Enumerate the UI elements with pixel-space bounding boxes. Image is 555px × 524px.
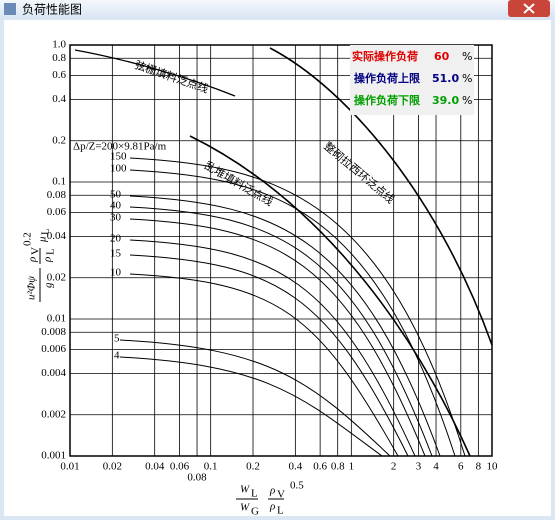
x-tick-label: 6 bbox=[458, 461, 464, 473]
y-tick-label: 0.8 bbox=[52, 52, 66, 64]
load-label: 操作负荷上限 bbox=[354, 71, 420, 85]
y-tick-label: 1.0 bbox=[52, 39, 66, 51]
y-tick-label: 0.001 bbox=[41, 450, 66, 462]
x-label: 0.5 bbox=[290, 480, 304, 492]
y-tick-label: 0.6 bbox=[52, 69, 66, 81]
window-icon bbox=[4, 3, 16, 15]
x-label: ρ bbox=[269, 501, 275, 513]
x-tick-label: 3 bbox=[416, 461, 422, 473]
load-value: 60 bbox=[434, 50, 450, 63]
x-tick-label: 0.02 bbox=[103, 461, 122, 473]
x-label: L bbox=[277, 505, 284, 517]
curve-label: 50 bbox=[110, 189, 122, 201]
curve-label: Δp/Z=200×9.81Pa/m bbox=[73, 141, 167, 153]
x-tick-label: 0.1 bbox=[204, 461, 218, 473]
curve bbox=[269, 47, 493, 346]
x-tick-label: 2 bbox=[391, 461, 397, 473]
load-panel bbox=[350, 45, 474, 115]
x-tick-label: 0.04 bbox=[145, 461, 165, 473]
y-tick-label: 0.02 bbox=[47, 271, 66, 283]
x-label: V bbox=[277, 489, 285, 501]
y-tick-label: 0.1 bbox=[52, 176, 66, 188]
curve-label: 40 bbox=[110, 200, 122, 212]
y-tick-label: 0.4 bbox=[52, 93, 66, 105]
curve-label: 10 bbox=[110, 267, 122, 279]
load-unit: % bbox=[462, 50, 472, 63]
curve bbox=[119, 356, 383, 457]
x-label: ρ bbox=[269, 485, 275, 497]
x-tick-label: 1 bbox=[349, 461, 355, 473]
x-tick-label: 0.8 bbox=[331, 461, 345, 473]
x-label: W bbox=[240, 502, 250, 514]
x-label: L bbox=[251, 488, 258, 500]
curve bbox=[129, 157, 466, 457]
x-tick-label: 4 bbox=[433, 461, 439, 473]
curve bbox=[129, 254, 409, 457]
curve-label: 5 bbox=[114, 333, 120, 345]
curve bbox=[189, 135, 471, 457]
y-label: u²Φψ bbox=[26, 276, 38, 300]
y-label: ρ bbox=[27, 257, 39, 263]
x-tick-label: 0.2 bbox=[246, 461, 260, 473]
x-tick-label: 0.6 bbox=[313, 461, 327, 473]
x-tick-label: 0.08 bbox=[187, 472, 207, 484]
close-icon bbox=[523, 3, 535, 14]
curve bbox=[129, 169, 456, 457]
curve bbox=[129, 206, 433, 457]
x-label: G bbox=[251, 506, 259, 518]
load-unit: % bbox=[462, 72, 472, 85]
y-tick-label: 0.008 bbox=[41, 326, 66, 338]
load-value: 51.0 bbox=[432, 72, 459, 85]
title-bar bbox=[0, 0, 555, 19]
y-label: μ bbox=[37, 236, 49, 243]
y-label: L bbox=[45, 248, 57, 255]
curve bbox=[119, 339, 391, 457]
load-value: 39.0 bbox=[432, 94, 459, 107]
y-tick-label: 0.01 bbox=[47, 313, 66, 325]
x-tick-label: 0.4 bbox=[288, 461, 302, 473]
y-tick-label: 0.004 bbox=[41, 367, 66, 379]
chart: 0.01 0.02 0.04 0.060.080.1 0.2 0.4 0.6 0.8 1 2 3 4 6… bbox=[22, 39, 498, 518]
y-tick-label: 0.2 bbox=[52, 134, 66, 146]
y-tick-label: 0.08 bbox=[47, 189, 67, 201]
curve bbox=[74, 49, 236, 97]
curve-label: 150 bbox=[110, 151, 127, 163]
curve bbox=[129, 239, 416, 457]
y-label: L bbox=[40, 228, 52, 235]
curve-label: 20 bbox=[110, 233, 122, 245]
x-tick-label: 0.01 bbox=[60, 461, 79, 473]
curve bbox=[129, 218, 426, 457]
y-tick-label: 0.06 bbox=[47, 206, 67, 218]
curve-label: 4 bbox=[114, 350, 120, 362]
y-label: ρ bbox=[42, 257, 54, 263]
x-tick-label: 8 bbox=[476, 461, 482, 473]
y-tick-label: 0.006 bbox=[41, 343, 66, 355]
window-title: 负荷性能图 bbox=[22, 3, 82, 17]
y-label: g bbox=[43, 282, 55, 288]
curve-label: 100 bbox=[110, 163, 127, 175]
y-label: V bbox=[30, 247, 42, 255]
load-label: 操作负荷下限 bbox=[354, 93, 420, 107]
load-unit: % bbox=[462, 94, 472, 107]
x-tick-label: 0.06 bbox=[170, 461, 190, 473]
y-tick-label: 0.002 bbox=[41, 408, 66, 420]
curve bbox=[129, 273, 399, 457]
x-label: W bbox=[240, 484, 250, 496]
x-tick-label: 10 bbox=[487, 461, 499, 473]
curve-label: 30 bbox=[110, 212, 122, 224]
load-label: 实际操作负荷 bbox=[352, 49, 418, 63]
y-tick-label: 0.04 bbox=[47, 230, 67, 242]
curve-label: 15 bbox=[110, 248, 122, 260]
y-label: 0.2 bbox=[22, 232, 34, 246]
curve bbox=[129, 195, 441, 457]
